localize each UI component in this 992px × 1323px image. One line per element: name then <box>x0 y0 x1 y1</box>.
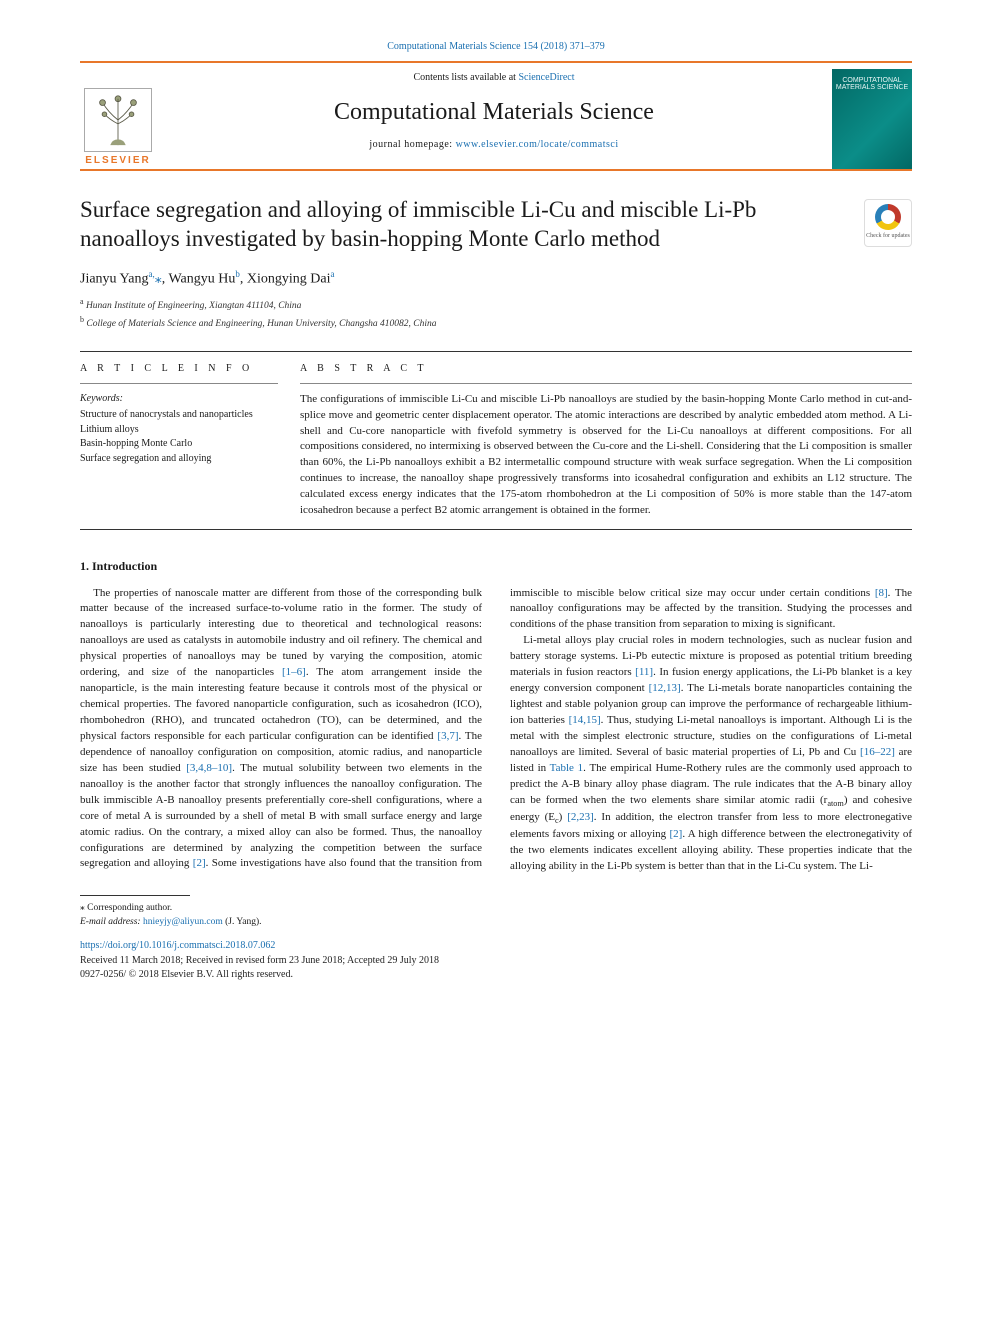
copyright-line: 0927-0256/ © 2018 Elsevier B.V. All righ… <box>80 968 912 983</box>
section-1-heading: 1. Introduction <box>80 558 912 575</box>
keywords-label: Keywords: <box>80 392 278 407</box>
abstract-text: The configurations of immiscible Li-Cu a… <box>300 392 912 520</box>
top-citation: Computational Materials Science 154 (201… <box>80 40 912 55</box>
homepage-link[interactable]: www.elsevier.com/locate/commatsci <box>456 139 619 150</box>
divider <box>300 383 912 384</box>
corresponding-author-note: ⁎ Corresponding author. E-mail address: … <box>80 902 912 930</box>
history-line: Received 11 March 2018; Received in revi… <box>80 954 912 969</box>
keyword: Basin-hopping Monte Carlo <box>80 437 278 452</box>
journal-title: Computational Materials Science <box>166 95 822 130</box>
body-columns: The properties of nanoscale matter are d… <box>80 586 912 875</box>
body-paragraph: Li-metal alloys play crucial roles in mo… <box>510 633 912 874</box>
email-label: E-mail address: <box>80 917 143 927</box>
ref-link[interactable]: [14,15] <box>569 714 601 726</box>
ref-link[interactable]: [12,13] <box>649 682 681 694</box>
footnote-rule <box>80 895 190 896</box>
ref-link[interactable]: [2] <box>193 857 206 869</box>
doi-line: https://doi.org/10.1016/j.commatsci.2018… <box>80 939 912 954</box>
ref-link[interactable]: [16–22] <box>860 746 895 758</box>
ref-link[interactable]: [3,7] <box>437 730 458 742</box>
ref-link[interactable]: [3,4,8–10] <box>186 762 232 774</box>
keyword: Lithium alloys <box>80 423 278 438</box>
check-updates-icon <box>875 204 901 230</box>
ref-link[interactable]: [2] <box>669 828 682 840</box>
ref-link[interactable]: [11] <box>635 666 653 678</box>
article-info-column: A R T I C L E I N F O Keywords: Structur… <box>80 362 300 519</box>
journal-cover-text: COMPUTATIONAL MATERIALS SCIENCE <box>832 77 912 92</box>
journal-cover-thumb: COMPUTATIONAL MATERIALS SCIENCE <box>832 69 912 169</box>
header-center: Contents lists available at ScienceDirec… <box>156 69 832 169</box>
contents-line: Contents lists available at ScienceDirec… <box>166 71 822 86</box>
ref-link[interactable]: [8] <box>875 587 888 599</box>
corresponding-marker: ⁎ Corresponding author. <box>80 902 912 916</box>
divider <box>80 383 278 384</box>
elsevier-wordmark: ELSEVIER <box>85 154 150 169</box>
journal-header: ELSEVIER Contents lists available at Sci… <box>80 61 912 171</box>
abstract-column: A B S T R A C T The configurations of im… <box>300 362 912 519</box>
article-title: Surface segregation and alloying of immi… <box>80 195 850 255</box>
homepage-prefix: journal homepage: <box>369 139 455 150</box>
author-email-link[interactable]: hnieyjy@aliyun.com <box>143 917 223 927</box>
ref-link[interactable]: Table 1 <box>550 762 584 774</box>
top-citation-link[interactable]: Computational Materials Science 154 (201… <box>387 41 604 52</box>
sciencedirect-link[interactable]: ScienceDirect <box>518 72 574 83</box>
elsevier-tree-icon <box>84 88 152 152</box>
keywords-list: Structure of nanocrystals and nanopartic… <box>80 408 278 466</box>
keyword: Structure of nanocrystals and nanopartic… <box>80 408 278 423</box>
affiliation: b College of Materials Science and Engin… <box>80 314 912 331</box>
check-updates-badge[interactable]: Check for updates <box>864 199 912 247</box>
article-info-heading: A R T I C L E I N F O <box>80 362 278 377</box>
email-suffix: (J. Yang). <box>223 917 262 927</box>
doi-link[interactable]: https://doi.org/10.1016/j.commatsci.2018… <box>80 940 275 951</box>
author-list: Jianyu Yanga,⁎, Wangyu Hub, Xiongying Da… <box>80 268 912 290</box>
keyword: Surface segregation and alloying <box>80 452 278 467</box>
check-updates-label: Check for updates <box>866 232 910 241</box>
affiliation: a Hunan Institute of Engineering, Xiangt… <box>80 296 912 313</box>
abstract-heading: A B S T R A C T <box>300 362 912 377</box>
ref-link[interactable]: [2,23] <box>567 811 594 823</box>
elsevier-logo: ELSEVIER <box>80 69 156 169</box>
contents-prefix: Contents lists available at <box>413 72 518 83</box>
ref-link[interactable]: [1–6] <box>282 666 306 678</box>
homepage-line: journal homepage: www.elsevier.com/locat… <box>166 138 822 153</box>
